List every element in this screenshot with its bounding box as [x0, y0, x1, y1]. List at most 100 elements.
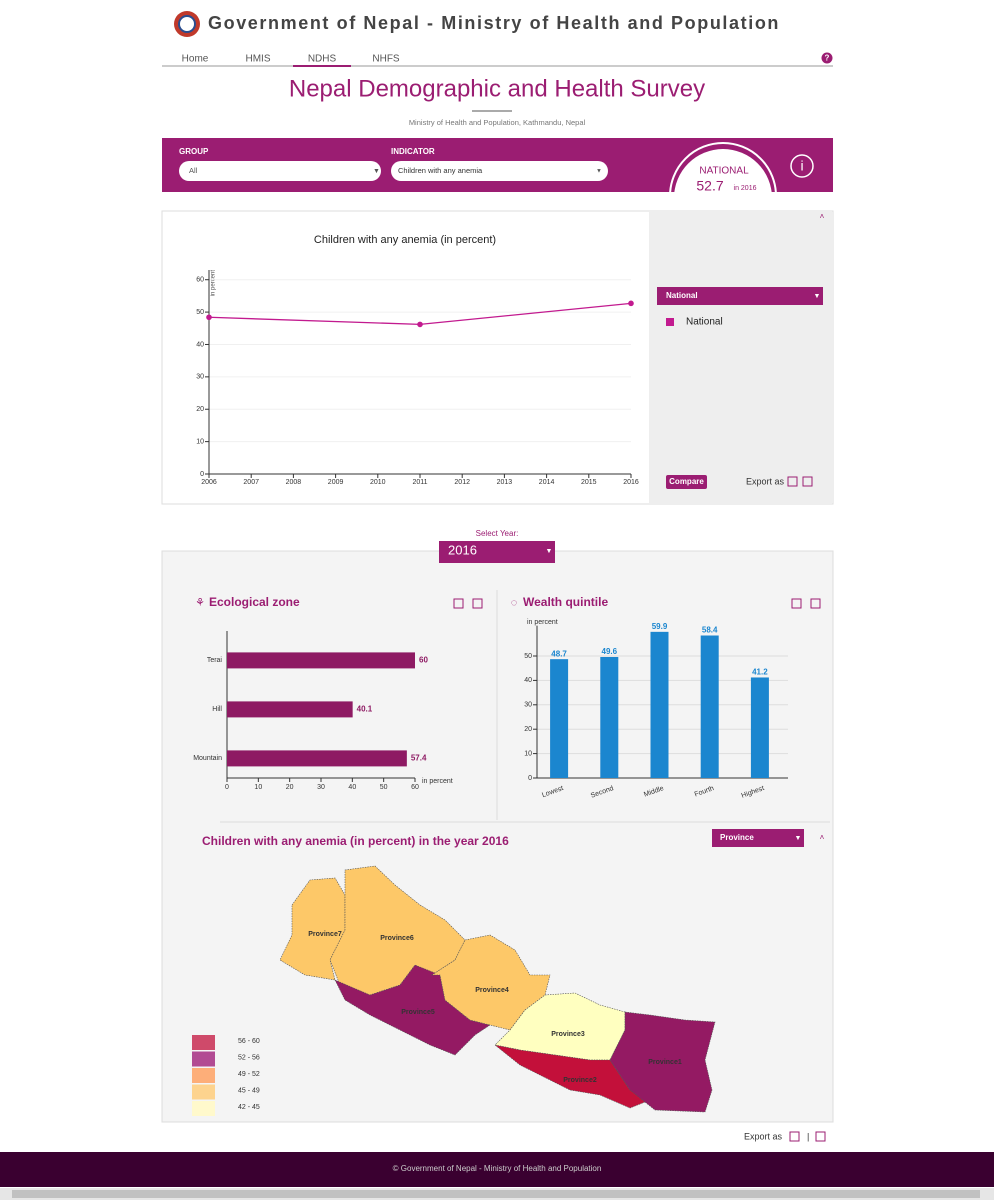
- caret: ▼: [795, 835, 802, 842]
- category-label: Hill: [212, 706, 222, 713]
- value-label: 60: [419, 656, 428, 665]
- compare-button-label: Compare: [669, 477, 704, 486]
- info-i: i: [800, 158, 803, 174]
- footer: [0, 1152, 994, 1187]
- national-label: NATIONAL: [699, 166, 749, 177]
- x-tick-label: 60: [411, 784, 419, 791]
- x-tick-label: 2013: [497, 479, 513, 486]
- export-icon[interactable]: [787, 476, 798, 487]
- legend-label: 45 - 49: [238, 1087, 260, 1094]
- y-tick-label: 50: [524, 653, 532, 660]
- value-label: 59.9: [652, 622, 668, 631]
- legend-swatch: [192, 1101, 215, 1116]
- y-tick-label: 0: [200, 471, 204, 478]
- compare-button[interactable]: [666, 475, 707, 489]
- trend-side: [649, 212, 832, 503]
- value-label: 57.4: [411, 754, 427, 763]
- value-label: 58.4: [702, 626, 718, 635]
- export-icon[interactable]: [791, 598, 802, 609]
- map-region[interactable]: [279, 877, 346, 981]
- y-tick-label: 20: [196, 406, 204, 413]
- page-title: Nepal Demographic and Health Survey: [289, 75, 705, 102]
- group-select[interactable]: [179, 161, 381, 181]
- export-icon[interactable]: [810, 598, 821, 609]
- bar: [700, 635, 719, 778]
- x-tick-label: 2009: [328, 479, 344, 486]
- x-tick-label: 2006: [201, 479, 217, 486]
- point: [417, 321, 423, 328]
- nav-item[interactable]: NHFS: [372, 54, 400, 65]
- map-region[interactable]: [329, 865, 466, 996]
- level-select[interactable]: [712, 829, 804, 847]
- compare-select-value: National: [666, 291, 698, 300]
- eco-icon: ⚘: [195, 597, 205, 609]
- bar: [650, 631, 669, 778]
- region-label: Province1: [648, 1059, 682, 1066]
- point: [206, 314, 212, 321]
- y-axis-label: in percent: [211, 270, 217, 297]
- bar: [750, 677, 769, 778]
- x-tick-label: 0: [225, 784, 229, 791]
- nav-item[interactable]: NDHS: [308, 54, 337, 65]
- map-region[interactable]: [430, 934, 551, 1031]
- info-icon[interactable]: [790, 154, 814, 178]
- collapse[interactable]: ˄: [820, 833, 825, 842]
- logo-inner: [178, 15, 196, 33]
- export-icon[interactable]: [815, 1131, 826, 1142]
- level-value: Province: [720, 833, 754, 842]
- help-icon[interactable]: [821, 52, 833, 64]
- x-axis-label: in percent: [422, 778, 453, 785]
- x-tick-label: 2010: [370, 479, 386, 486]
- legend-swatch: [192, 1068, 215, 1083]
- legend-swatch: [192, 1035, 215, 1050]
- value-label: 41.2: [752, 668, 768, 677]
- year-select[interactable]: [439, 541, 555, 563]
- map-title: Children with any anemia (in percent) in…: [202, 834, 509, 848]
- nav-item[interactable]: HMIS: [246, 54, 271, 65]
- legend-swatch: [666, 318, 674, 326]
- export-icon[interactable]: [802, 476, 813, 487]
- caret: ▼: [546, 548, 553, 555]
- group-value: All: [189, 166, 198, 175]
- map-region[interactable]: [334, 964, 491, 1056]
- export-icon[interactable]: [789, 1131, 800, 1142]
- map-region[interactable]: [494, 1044, 651, 1109]
- sep: |: [807, 1131, 809, 1141]
- compare-select[interactable]: [657, 287, 823, 305]
- export-label: Export as: [746, 476, 785, 486]
- nav-item[interactable]: Home: [182, 54, 209, 65]
- map-region[interactable]: [609, 1011, 716, 1113]
- x-tick-label: 40: [348, 784, 356, 791]
- caret: ▼: [596, 169, 602, 175]
- y-tick-label: 60: [196, 277, 204, 284]
- legend-swatch: [192, 1051, 215, 1067]
- year-value: 2016: [448, 542, 477, 557]
- x-tick-label: 2007: [243, 479, 259, 486]
- legend-label: National: [686, 317, 723, 328]
- chart-title: Children with any anemia (in percent): [314, 234, 496, 246]
- value-label: 40.1: [357, 705, 373, 714]
- region-label: Province2: [563, 1077, 597, 1084]
- legend-label: 56 - 60: [238, 1038, 260, 1045]
- x-tick-label: 2016: [623, 479, 639, 486]
- legend-label: 49 - 52: [238, 1071, 260, 1078]
- x-tick-label: 50: [380, 784, 388, 791]
- y-tick-label: 10: [524, 750, 532, 757]
- region-label: Province7: [308, 931, 342, 938]
- region-label: Province4: [475, 987, 509, 994]
- scroll-thumb[interactable]: [12, 1190, 980, 1198]
- y-axis-label: in percent: [527, 619, 558, 626]
- bar: [227, 701, 353, 718]
- export-icon[interactable]: [453, 598, 464, 609]
- site-title: Government of Nepal - Ministry of Health…: [208, 13, 780, 33]
- region-label: Province5: [401, 1009, 435, 1016]
- y-tick-label: 30: [196, 374, 204, 381]
- export-icon[interactable]: [472, 598, 483, 609]
- national-value: 52.7: [696, 178, 723, 194]
- chart-title: Wealth quintile: [523, 595, 608, 609]
- collapse[interactable]: ˄: [820, 212, 825, 221]
- indicator-select[interactable]: [391, 161, 608, 181]
- region-label: Province6: [380, 935, 414, 942]
- y-tick-label: 40: [196, 341, 204, 348]
